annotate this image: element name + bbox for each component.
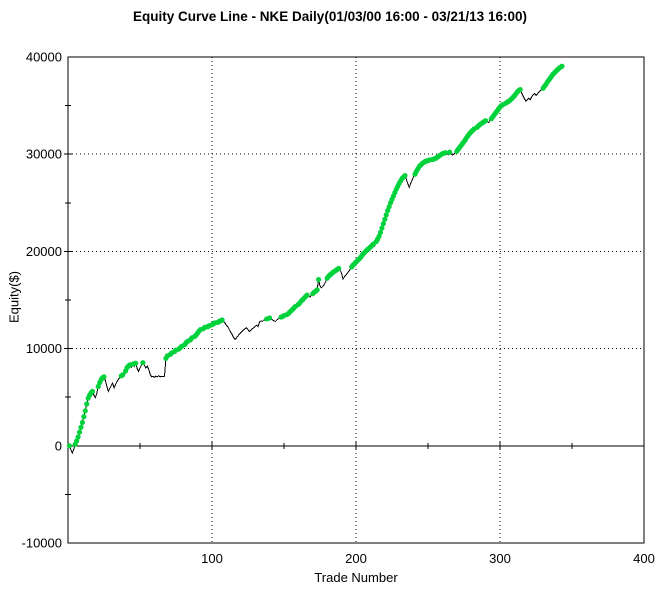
x-tick-label: 400 (633, 551, 655, 566)
new-high-marker (101, 374, 107, 380)
new-high-marker (78, 424, 84, 430)
y-tick-label: 40000 (26, 50, 62, 65)
new-high-marker (382, 216, 388, 222)
new-high-marker (84, 401, 90, 407)
new-high-marker (133, 360, 139, 366)
new-high-marker (402, 172, 408, 179)
new-high-marker (81, 414, 87, 420)
x-tick-label: 200 (345, 551, 367, 566)
chart-title: Equity Curve Line - NKE Daily(01/03/00 1… (133, 9, 527, 24)
new-high-marker (82, 408, 88, 414)
new-high-marker (483, 118, 489, 124)
new-high-marker (383, 212, 389, 218)
new-high-marker (267, 315, 273, 321)
y-tick-label: 20000 (26, 244, 62, 259)
new-high-marker (66, 443, 73, 449)
new-high-marker (517, 86, 523, 93)
new-high-marker (304, 292, 310, 298)
new-high-marker (380, 221, 386, 227)
x-axis-title: Trade Number (314, 570, 398, 585)
new-high-marker (89, 388, 96, 394)
y-tick-label: -10000 (22, 536, 62, 551)
new-high-marker (559, 63, 565, 69)
new-high-marker (79, 419, 85, 426)
y-axis-title: Equity($) (6, 270, 22, 324)
new-high-marker (379, 225, 385, 231)
equity-curve (68, 65, 563, 455)
new-high-marker (120, 372, 126, 378)
new-high-marker (219, 317, 225, 323)
new-high-marker (447, 149, 453, 155)
new-high-marker (75, 434, 81, 440)
new-high-marker (140, 360, 146, 366)
new-high-marker (336, 265, 342, 272)
new-high-marker (314, 287, 320, 293)
y-tick-label: 30000 (26, 147, 62, 162)
new-high-marker (76, 429, 83, 435)
new-high-marker (377, 229, 384, 236)
plot-frame (67, 56, 645, 544)
y-tick-label: 0 (55, 438, 62, 453)
x-tick-label: 300 (489, 551, 511, 566)
new-high-marker (315, 276, 322, 283)
y-tick-label: 10000 (26, 341, 62, 356)
new-high-marker (442, 150, 448, 156)
x-tick-label: 100 (201, 551, 223, 566)
